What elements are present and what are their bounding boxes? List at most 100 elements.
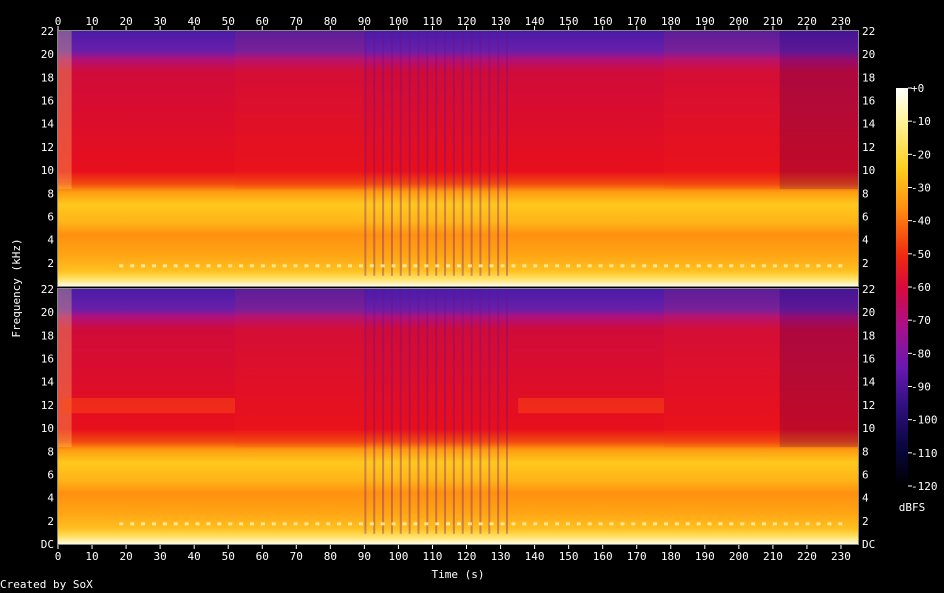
y-tick-label-right: 6 (862, 468, 869, 481)
y-tick-label-right: 20 (862, 306, 875, 319)
x-tick-label-bottom: 210 (763, 550, 783, 563)
speckle (740, 264, 745, 268)
y-tick-label-left: 10 (41, 422, 54, 435)
speckle (119, 522, 124, 526)
y-tick-label-right: 10 (862, 422, 875, 435)
x-tick-label-bottom: 80 (324, 550, 337, 563)
speckle (337, 264, 342, 268)
segment-shade (663, 31, 780, 190)
speckle (587, 522, 592, 526)
speckle (500, 264, 505, 268)
y-tick-label-left: 4 (47, 234, 54, 247)
y-tick-label-right: 4 (862, 492, 869, 505)
speckle (435, 522, 440, 526)
x-tick-label-top: 150 (559, 15, 579, 28)
speckle (413, 522, 418, 526)
y-tick-label-left: 2 (47, 515, 54, 528)
speckle (598, 522, 603, 526)
y-tick-label-left: 22 (41, 283, 54, 296)
speckle (511, 522, 516, 526)
speckle (380, 264, 385, 268)
speckle (478, 264, 483, 268)
x-tick-label-top: 130 (491, 15, 511, 28)
speckle (827, 264, 832, 268)
x-axis-label: Time (s) (432, 568, 485, 581)
x-tick-label-top: 140 (525, 15, 545, 28)
y-tick-label-right: 2 (862, 257, 869, 270)
speckle (228, 264, 233, 268)
pulse-stripe (426, 289, 429, 534)
speckle (217, 522, 222, 526)
x-tick-label-top: 210 (763, 15, 783, 28)
channel-2-plot (58, 289, 858, 544)
pulse-stripe (488, 31, 491, 276)
speckle (271, 264, 276, 268)
y-tick-label-right: 4 (862, 234, 869, 247)
pulse-stripe (470, 31, 473, 276)
y-tick-label-left: 12 (41, 141, 54, 154)
speckle (522, 522, 527, 526)
speckle (794, 264, 799, 268)
speckle (696, 264, 701, 268)
y-tick-label-left: 8 (47, 187, 54, 200)
y-tick-label-left: 14 (41, 376, 55, 389)
x-tick-label-top: 120 (457, 15, 477, 28)
speckle (206, 264, 211, 268)
segment-shade (779, 31, 858, 190)
pulse-stripe (444, 289, 447, 534)
pulse-stripe (452, 289, 455, 534)
y-tick-label-left: 20 (41, 306, 54, 319)
speckle (576, 264, 581, 268)
speckle (729, 264, 734, 268)
x-tick-label-top: 160 (593, 15, 613, 28)
speckle (326, 264, 331, 268)
segment-shade (235, 289, 365, 448)
speckle (348, 522, 353, 526)
speckle (685, 522, 690, 526)
y-tick-label-left: 18 (41, 329, 54, 342)
y-tick-label-right: 8 (862, 187, 869, 200)
x-tick-label-bottom: 220 (797, 550, 817, 563)
channel-1-plot (58, 31, 858, 286)
colorbar-tick-label: -10 (911, 115, 931, 128)
speckle (315, 264, 320, 268)
speckle (565, 264, 570, 268)
pulse-stripe (497, 289, 500, 534)
y-axis-label: Frequency (kHz) (10, 238, 23, 337)
speckle (435, 264, 440, 268)
x-tick-label-bottom: 30 (154, 550, 167, 563)
x-tick-label-top: 180 (661, 15, 681, 28)
speckle (326, 522, 331, 526)
pulse-stripe (373, 289, 376, 534)
speckle (130, 264, 135, 268)
pulse-stripe (435, 31, 438, 276)
speckle (489, 264, 494, 268)
pulse-stripe (417, 289, 420, 534)
colorbar-label: dBFS (899, 501, 926, 514)
x-tick-label-bottom: 120 (457, 550, 477, 563)
colorbar-tick-label: -100 (911, 414, 938, 427)
y-tick-label-right: 6 (862, 210, 869, 223)
x-tick-label-top: 70 (290, 15, 303, 28)
speckle (402, 522, 407, 526)
speckle (805, 264, 810, 268)
speckle (293, 522, 298, 526)
y-tick-label-left: DC (41, 538, 54, 551)
speckle (173, 522, 178, 526)
colorbar-tick-label: -20 (911, 148, 931, 161)
hf-band (62, 397, 236, 414)
speckle (348, 264, 353, 268)
y-tick-label-right: 20 (862, 48, 875, 61)
colorbar-tick-label: -60 (911, 281, 931, 294)
x-tick-label-bottom: 0 (55, 550, 62, 563)
speckle (663, 264, 668, 268)
speckle (653, 522, 658, 526)
spectrogram-body (58, 31, 858, 286)
speckle (424, 264, 429, 268)
speckle (816, 264, 821, 268)
speckle (511, 264, 516, 268)
speckle (544, 522, 549, 526)
y-tick-label-left: 16 (41, 353, 54, 366)
x-tick-label-top: 50 (222, 15, 235, 28)
